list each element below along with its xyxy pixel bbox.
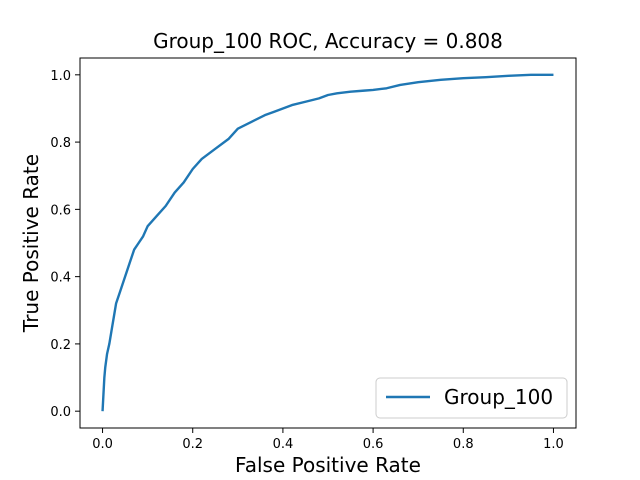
y-tick-label: 0.0 <box>50 405 71 420</box>
x-tick-label: 0.4 <box>273 437 294 452</box>
y-tick-label: 0.8 <box>50 136 71 151</box>
y-tick-label: 1.0 <box>50 69 71 84</box>
legend: Group_100 <box>375 377 568 419</box>
x-axis-ticks: 0.0 0.2 0.4 0.6 0.8 1.0 <box>92 428 564 452</box>
roc-curve-line <box>101 73 554 412</box>
y-tick-label: 0.2 <box>50 338 71 353</box>
x-tick-label: 0.0 <box>92 437 113 452</box>
x-tick-label: 0.8 <box>453 437 474 452</box>
x-axis-label: False Positive Rate <box>235 453 421 477</box>
legend-label: Group_100 <box>444 385 553 409</box>
y-tick-label: 0.4 <box>50 271 71 286</box>
y-axis-ticks: 0.0 0.2 0.4 0.6 0.8 1.0 <box>50 69 80 420</box>
y-axis-label: True Positive Rate <box>19 154 43 333</box>
plot-frame <box>79 57 577 429</box>
plot-area <box>79 57 577 429</box>
chart-title: Group_100 ROC, Accuracy = 0.808 <box>153 29 503 53</box>
legend-box <box>375 377 568 419</box>
x-tick-label: 0.2 <box>182 437 203 452</box>
y-tick-label: 0.6 <box>50 203 71 218</box>
x-tick-label: 0.6 <box>363 437 384 452</box>
x-tick-label: 1.0 <box>543 437 564 452</box>
